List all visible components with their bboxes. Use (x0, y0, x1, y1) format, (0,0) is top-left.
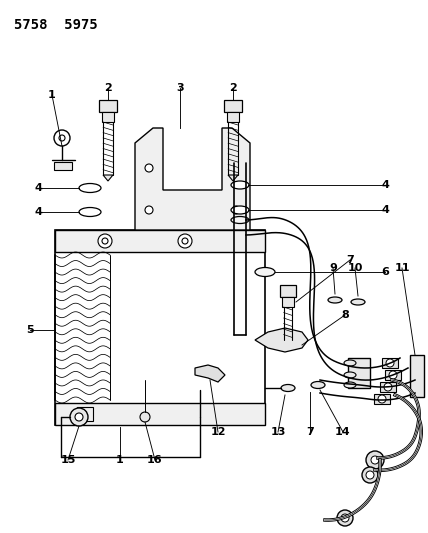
Ellipse shape (79, 183, 101, 192)
Bar (77, 407, 93, 421)
Circle shape (362, 467, 378, 483)
Text: 9: 9 (329, 263, 337, 273)
Circle shape (145, 206, 153, 214)
Circle shape (337, 510, 353, 526)
Circle shape (178, 234, 192, 248)
Bar (348, 358, 370, 388)
Circle shape (54, 130, 70, 146)
Text: 4: 4 (34, 207, 42, 217)
Bar (410, 355, 424, 397)
Bar (224, 100, 242, 112)
Polygon shape (228, 175, 238, 181)
Text: 11: 11 (394, 263, 410, 273)
Bar (55, 403, 265, 425)
Bar (55, 230, 265, 425)
Circle shape (140, 412, 150, 422)
Circle shape (145, 164, 153, 172)
Text: 4: 4 (381, 205, 389, 215)
Ellipse shape (231, 206, 249, 214)
Circle shape (386, 359, 394, 367)
Circle shape (70, 408, 88, 426)
Circle shape (59, 135, 65, 141)
Circle shape (371, 456, 379, 464)
Text: 5: 5 (26, 325, 34, 335)
Bar (280, 285, 296, 297)
Circle shape (384, 383, 392, 391)
Text: 4: 4 (381, 180, 389, 190)
Text: 16: 16 (147, 455, 163, 465)
Circle shape (341, 514, 349, 522)
Text: 2: 2 (229, 83, 237, 93)
Ellipse shape (344, 372, 356, 378)
Text: 1: 1 (48, 90, 56, 100)
Circle shape (75, 413, 83, 421)
Text: 4: 4 (34, 183, 42, 193)
Ellipse shape (79, 207, 101, 216)
Circle shape (366, 471, 374, 479)
Bar (380, 382, 396, 392)
Circle shape (102, 238, 108, 244)
Text: 6: 6 (381, 267, 389, 277)
Bar (102, 112, 114, 122)
Text: 1: 1 (116, 455, 124, 465)
Ellipse shape (344, 360, 356, 366)
Circle shape (366, 451, 384, 469)
Bar (54, 162, 72, 170)
Circle shape (182, 238, 188, 244)
Polygon shape (255, 328, 308, 352)
Ellipse shape (344, 382, 356, 388)
Text: 7: 7 (306, 427, 314, 437)
Text: 13: 13 (270, 427, 285, 437)
Text: 7: 7 (346, 255, 354, 265)
Polygon shape (284, 340, 292, 346)
Ellipse shape (311, 382, 325, 389)
Text: 5758  5975: 5758 5975 (14, 18, 98, 32)
Circle shape (98, 234, 112, 248)
Text: 2: 2 (104, 83, 112, 93)
Bar (99, 100, 117, 112)
Text: 15: 15 (60, 455, 76, 465)
Text: 10: 10 (347, 263, 363, 273)
Polygon shape (103, 175, 113, 181)
Text: 8: 8 (341, 310, 349, 320)
Ellipse shape (351, 299, 365, 305)
Ellipse shape (231, 181, 249, 189)
Text: 14: 14 (335, 427, 351, 437)
Circle shape (389, 371, 397, 379)
Bar (385, 370, 401, 380)
Circle shape (80, 409, 90, 419)
Bar (227, 112, 239, 122)
Bar (282, 297, 294, 307)
Ellipse shape (255, 268, 275, 277)
Bar (55, 230, 265, 252)
Text: 12: 12 (210, 427, 226, 437)
Bar (382, 358, 398, 368)
Polygon shape (135, 128, 250, 230)
Text: 3: 3 (176, 83, 184, 93)
Ellipse shape (328, 297, 342, 303)
Circle shape (378, 395, 386, 403)
Bar (374, 394, 390, 404)
Ellipse shape (281, 384, 295, 392)
Circle shape (232, 206, 240, 214)
Polygon shape (195, 365, 225, 382)
Ellipse shape (231, 216, 249, 223)
